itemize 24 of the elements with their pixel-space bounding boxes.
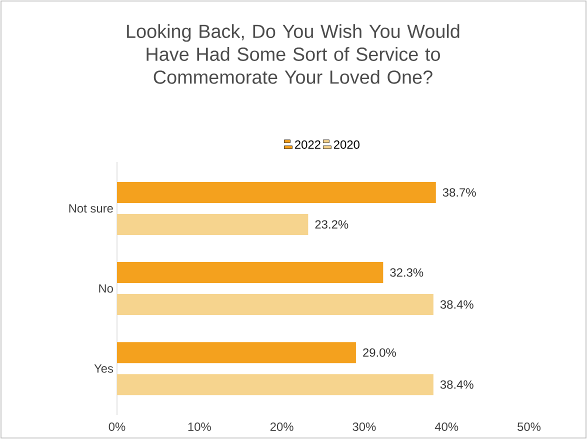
y-tick-label: Yes <box>94 364 114 373</box>
x-tick-label: 20% <box>270 422 294 431</box>
legend-label: 2020 <box>334 140 360 149</box>
data-label: 38.4% <box>440 300 474 309</box>
bar <box>117 374 434 396</box>
chart-title: Looking Back, Do You Wish You Would Have Had Some Sort of Service to Commemorate Your Loved One? <box>127 24 460 84</box>
y-tick-label: No <box>99 284 113 293</box>
bar <box>117 294 434 316</box>
y-tick-label: Not sure <box>69 204 113 213</box>
bar <box>117 214 308 235</box>
data-label: 38.4% <box>440 380 474 389</box>
data-label: 23.2% <box>315 220 348 229</box>
data-label: 32.3% <box>390 268 424 277</box>
bar <box>117 342 356 364</box>
x-tick-label: 0% <box>108 422 126 431</box>
bar <box>117 182 436 203</box>
x-tick-label: 10% <box>188 422 211 431</box>
data-label: 38.7% <box>442 188 476 197</box>
x-tick-label: 40% <box>434 422 458 431</box>
x-tick-label: 50% <box>518 422 541 431</box>
legend-label: 2022 <box>295 140 320 149</box>
bar <box>117 262 384 284</box>
x-tick-label: 30% <box>352 422 376 431</box>
data-label: 29.0% <box>363 348 396 357</box>
